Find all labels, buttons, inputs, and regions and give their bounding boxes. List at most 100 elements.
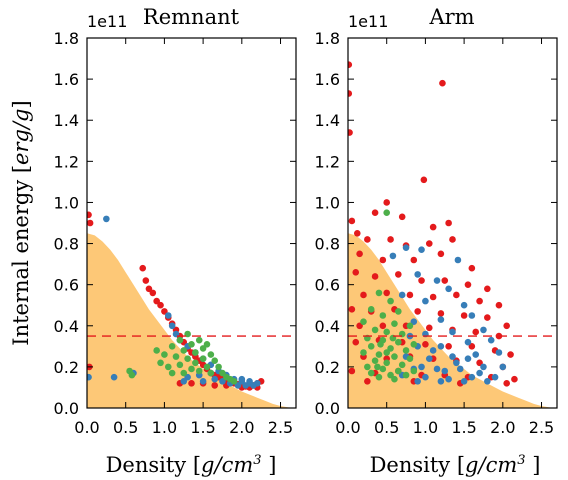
scatter-point-arm-s0-5 [383,199,391,206]
scatter-point-arm-s0-41 [460,312,468,319]
scatter-point-arm-s0-56 [468,343,476,350]
scatter-point-arm-s0-45 [379,322,387,330]
scatter-point-arm-s0-7 [353,229,361,237]
scatter-point-arm-s1-6 [445,285,452,293]
scatter-point-remnant-s2-5 [164,363,172,371]
scatter-point-arm-s1-32 [445,375,452,383]
panel-remnant: Remnant 1e11 0.0 0.5 1.0 1.5 2.0 2.5 0.00.20.… [54,5,297,477]
scatter-point-arm-s0-54 [422,340,429,348]
x-axis-ticks-arm: 0.0 0.5 1.0 1.5 2.0 2.5 [335,38,554,437]
panel-arm: Arm 1e11 0.0 0.5 1.0 1.5 2.0 2.5 0.0 0.2 0.4 0.6… [315,5,558,477]
scatter-point-remnant-s2-1 [128,371,136,379]
scatter-point-arm-s2-26 [364,363,371,371]
scatter-point-arm-s0-51 [352,338,360,346]
scatter-point-arm-s2-0 [383,209,391,217]
scatter-point-remnant-s1-4 [164,312,172,319]
scatter-point-remnant-s2-19 [195,336,203,344]
scatter-point-remnant-s1-25 [246,377,253,385]
scatter-point-remnant-s0-7 [153,297,160,305]
x-tick-label-arm-4: 2.0 [490,418,515,437]
scatter-point-arm-s0-21 [468,264,476,272]
scatter-point-arm-s2-7 [391,320,398,328]
scatter-point-arm-s1-7 [398,291,406,299]
scatter-point-remnant-s0-0 [87,211,92,219]
scatter-point-arm-s0-36 [348,306,356,313]
scatter-point-arm-s2-19 [360,349,367,356]
x-axis-label-remnant: Density [g/cm3 ] [106,453,277,477]
y-axis-ticks-remnant: 0.0 0.2 0.4 0.6 0.8 1.0 1.2 1.4 1.6 1.8 [54,29,296,418]
scatter-point-remnant-s0-8 [157,301,164,309]
scatter-points-arm [348,61,518,387]
scatter-point-remnant-s2-27 [211,357,219,365]
scatter-point-arm-s0-27 [464,281,472,288]
scatter-point-arm-s1-44 [464,355,472,362]
scatter-point-arm-s0-6 [348,217,356,225]
scatter-point-arm-s0-12 [364,236,371,243]
scatter-point-remnant-s2-18 [192,359,199,367]
scatter-point-arm-s0-47 [425,324,433,332]
y-axis-ticks-arm: 0.0 0.2 0.4 0.6 0.8 1.0 1.2 1.4 1.6 1.8 [315,29,557,418]
scatter-point-arm-s0-18 [379,256,387,264]
scatter-point-remnant-s2-21 [199,345,207,352]
scatter-point-remnant-s0-9 [161,308,168,315]
x-tick-label-remnant-2: 1.0 [152,418,177,437]
x-tick-label-remnant-4: 2.0 [229,418,254,437]
plot-frame-arm [347,37,558,409]
scatter-point-arm-s2-28 [395,367,402,375]
scatter-point-remnant-s1-2 [110,373,118,381]
scatter-point-arm-s0-44 [356,322,363,330]
scatter-point-remnant-s2-10 [176,361,184,369]
scatter-point-arm-s2-25 [398,361,406,369]
scatter-point-remnant-s2-29 [219,369,226,377]
scatter-point-remnant-s2-2 [153,347,160,354]
scatter-point-arm-s1-18 [437,343,445,350]
scatter-point-remnant-s1-21 [250,382,257,389]
scatter-point-arm-s2-32 [402,371,410,379]
scatter-point-arm-s1-21 [472,351,480,358]
scatter-point-arm-s1-22 [449,353,456,360]
scatter-point-arm-s2-6 [360,318,367,325]
x-axis-label-arm: Density [g/cm3 ] [370,453,541,477]
y-tick-label-remnant-5: 1.0 [54,193,79,212]
scatter-point-arm-s1-42 [418,363,425,371]
scatter-point-arm-s0-32 [429,293,437,301]
scatter-point-remnant-s0-6 [149,289,157,297]
scatter-point-arm-s1-11 [437,316,445,323]
scatter-point-arm-s2-18 [402,347,410,354]
scatter-point-arm-s0-20 [437,250,445,258]
scatter-point-arm-s2-35 [383,349,391,356]
scatter-point-arm-s0-73 [511,375,518,383]
scatter-point-remnant-s1-0 [103,215,110,223]
y-tick-label-remnant-4: 0.8 [54,235,79,254]
scatter-point-remnant-s1-19 [234,382,242,389]
y-exponent-label-remnant: 1e11 [87,12,127,31]
scatter-point-arm-s0-49 [472,328,480,336]
scatter-point-remnant-s1-30 [199,377,207,385]
scatter-point-remnant-s2-8 [172,353,180,360]
x-tick-label-arm-2: 1.0 [413,418,438,437]
scatter-point-arm-s2-10 [383,328,391,336]
scatter-point-arm-s1-38 [414,377,421,385]
scatter-point-arm-s0-13 [387,236,394,243]
plot-frame-remnant [86,37,297,409]
scatter-point-arm-s2-21 [391,353,398,360]
scatter-point-arm-s2-8 [406,322,414,330]
scatter-point-arm-s0-43 [503,322,510,330]
scatter-point-arm-s2-31 [387,371,394,379]
scatter-point-arm-s0-4 [420,176,428,184]
scatter-point-remnant-s0-3 [139,264,147,272]
scatter-point-arm-s2-16 [367,343,375,350]
scatter-point-arm-s1-20 [495,349,503,356]
scatter-point-remnant-s0-36 [188,380,195,387]
scatter-point-arm-s1-14 [449,328,456,336]
scatter-point-arm-s1-31 [468,373,476,381]
y-tick-label-remnant-0: 0.0 [54,399,79,418]
panel-title-arm: Arm [428,5,474,29]
scatter-point-remnant-s1-31 [211,375,219,383]
scatter-point-arm-s2-38 [374,363,381,371]
scatter-point-arm-s0-19 [410,256,418,264]
y-tick-label-arm-0: 0.0 [315,399,340,418]
y-axis-label: Internal energy [erg/g] [9,100,33,345]
y-tick-label-arm-6: 1.2 [315,152,340,171]
scatter-point-arm-s0-11 [445,219,452,227]
